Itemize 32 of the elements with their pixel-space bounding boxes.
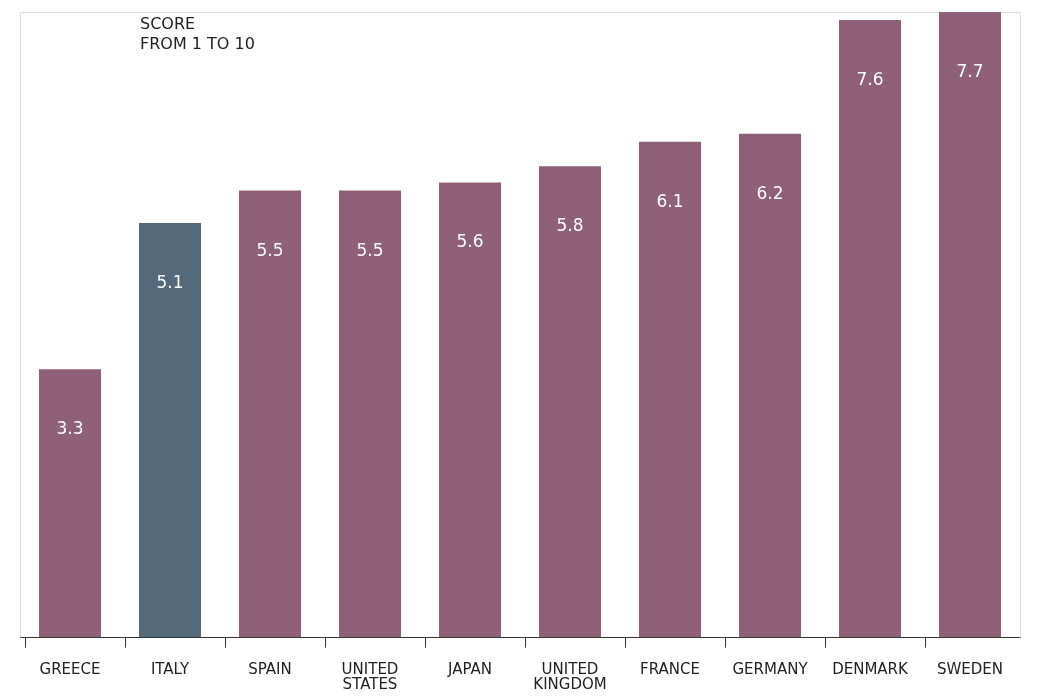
bar [539,166,601,637]
bar [239,190,301,637]
data-label: 5.5 [256,239,284,260]
x-tick-label: JAPAN [447,659,492,678]
x-tick-label: FRANCE [640,659,700,678]
x-tick-label: UNITED KINGDOM [533,659,607,693]
bar [739,133,801,637]
bar [339,190,401,637]
data-label: 5.1 [156,272,184,293]
data-label: 7.7 [956,61,984,81]
bar [439,182,501,637]
bar [139,223,201,637]
chart-title: SCORE [140,14,196,33]
x-tick-label: GERMANY [732,659,809,678]
data-label: 5.6 [456,231,484,252]
x-tick-label: GREECE [39,659,101,678]
bar [839,20,901,637]
bar [639,141,701,637]
x-tick-label: UNITED STATES [341,659,399,693]
data-label: 5.5 [356,239,384,260]
x-tick-label: SPAIN [248,659,292,678]
data-label: 6.1 [656,190,684,211]
bar [939,12,1001,637]
x-tick-label: DENMARK [832,659,910,678]
bar [39,369,101,637]
x-tick-label: ITALY [150,659,190,678]
data-label: 7.6 [856,69,884,90]
data-label: 3.3 [56,418,84,439]
x-tick-label: SWEDEN [936,659,1004,678]
data-label: 6.2 [756,182,784,203]
data-label: 5.8 [556,215,584,236]
text: FROM 1 TO 10 [140,34,255,53]
